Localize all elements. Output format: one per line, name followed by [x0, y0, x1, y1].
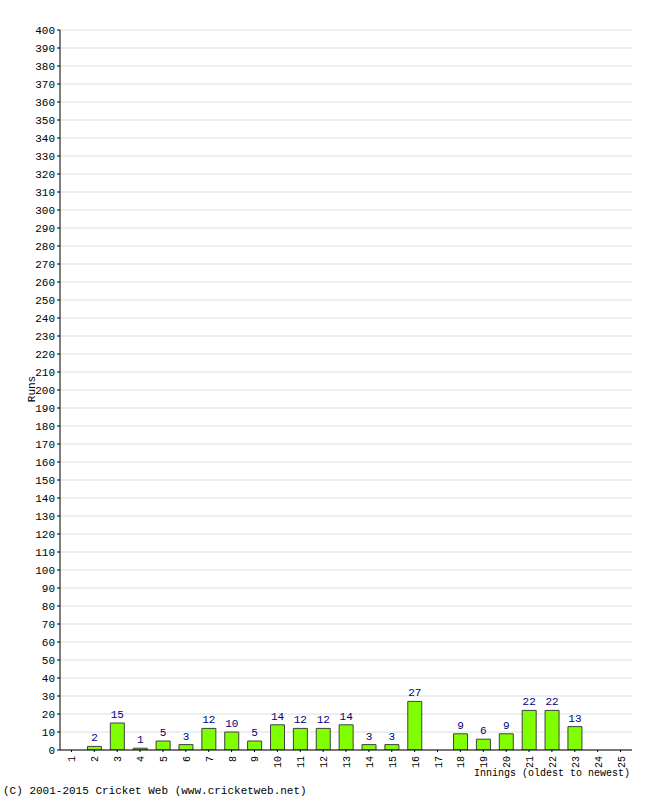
- svg-text:13: 13: [342, 756, 353, 768]
- svg-text:12: 12: [317, 714, 330, 726]
- svg-text:5: 5: [251, 727, 258, 739]
- svg-text:9: 9: [457, 720, 464, 732]
- svg-text:12: 12: [294, 714, 307, 726]
- svg-text:9: 9: [503, 720, 510, 732]
- svg-text:370: 370: [35, 79, 55, 91]
- svg-text:25: 25: [617, 756, 628, 768]
- svg-text:150: 150: [35, 475, 55, 487]
- svg-text:200: 200: [35, 385, 55, 397]
- svg-text:15: 15: [388, 756, 399, 768]
- svg-text:190: 190: [35, 403, 55, 415]
- svg-text:270: 270: [35, 259, 55, 271]
- svg-text:10: 10: [273, 756, 284, 768]
- svg-text:360: 360: [35, 97, 55, 109]
- svg-text:12: 12: [202, 714, 215, 726]
- svg-text:3: 3: [389, 731, 396, 743]
- svg-text:4: 4: [136, 756, 147, 762]
- svg-text:1: 1: [137, 734, 144, 746]
- svg-text:24: 24: [594, 756, 605, 768]
- svg-text:280: 280: [35, 241, 55, 253]
- svg-text:13: 13: [568, 713, 581, 725]
- svg-text:20: 20: [42, 709, 55, 721]
- svg-text:6: 6: [480, 725, 487, 737]
- svg-text:3: 3: [183, 731, 190, 743]
- svg-text:6: 6: [182, 756, 193, 762]
- svg-text:21: 21: [525, 756, 536, 768]
- svg-text:20: 20: [502, 756, 513, 768]
- svg-text:12: 12: [319, 756, 330, 768]
- svg-text:330: 330: [35, 151, 55, 163]
- svg-text:230: 230: [35, 331, 55, 343]
- svg-text:220: 220: [35, 349, 55, 361]
- svg-text:240: 240: [35, 313, 55, 325]
- svg-text:23: 23: [571, 756, 582, 768]
- html-text:Runs: Runs: [26, 375, 38, 403]
- svg-text:3: 3: [366, 731, 373, 743]
- svg-text:310: 310: [35, 187, 55, 199]
- svg-text:110: 110: [35, 547, 55, 559]
- svg-text:70: 70: [42, 619, 55, 631]
- svg-text:1: 1: [67, 756, 78, 762]
- svg-text:40: 40: [42, 673, 55, 685]
- svg-text:120: 120: [35, 529, 55, 541]
- svg-text:5: 5: [159, 756, 170, 762]
- svg-text:390: 390: [35, 43, 55, 55]
- svg-text:60: 60: [42, 637, 55, 649]
- svg-text:15: 15: [111, 709, 124, 721]
- svg-text:350: 350: [35, 115, 55, 127]
- svg-text:5: 5: [160, 727, 167, 739]
- svg-text:300: 300: [35, 205, 55, 217]
- svg-text:7: 7: [205, 756, 216, 762]
- svg-text:30: 30: [42, 691, 55, 703]
- svg-text:22: 22: [523, 696, 536, 708]
- svg-text:160: 160: [35, 457, 55, 469]
- svg-text:9: 9: [250, 756, 261, 762]
- html-text:(C) 2001-2015 Cricket Web (www: (C) 2001-2015 Cricket Web (www.cricketwe…: [3, 785, 307, 797]
- svg-text:18: 18: [456, 756, 467, 768]
- svg-text:10: 10: [42, 727, 55, 739]
- svg-text:380: 380: [35, 61, 55, 73]
- svg-text:22: 22: [545, 696, 558, 708]
- svg-text:14: 14: [271, 711, 285, 723]
- svg-text:0: 0: [48, 745, 55, 757]
- svg-text:260: 260: [35, 277, 55, 289]
- svg-text:16: 16: [411, 756, 422, 768]
- svg-text:90: 90: [42, 583, 55, 595]
- svg-text:50: 50: [42, 655, 55, 667]
- svg-text:250: 250: [35, 295, 55, 307]
- svg-text:400: 400: [35, 25, 55, 37]
- svg-text:180: 180: [35, 421, 55, 433]
- svg-text:8: 8: [228, 756, 239, 762]
- svg-text:27: 27: [408, 687, 421, 699]
- svg-text:290: 290: [35, 223, 55, 235]
- svg-text:2: 2: [91, 732, 98, 744]
- svg-text:130: 130: [35, 511, 55, 523]
- svg-text:11: 11: [296, 756, 307, 768]
- svg-text:3: 3: [113, 756, 124, 762]
- svg-text:22: 22: [548, 756, 559, 768]
- svg-text:140: 140: [35, 493, 55, 505]
- svg-text:340: 340: [35, 133, 55, 145]
- svg-text:17: 17: [434, 756, 445, 768]
- svg-text:320: 320: [35, 169, 55, 181]
- svg-text:210: 210: [35, 367, 55, 379]
- svg-text:19: 19: [479, 756, 490, 768]
- svg-text:170: 170: [35, 439, 55, 451]
- svg-text:80: 80: [42, 601, 55, 613]
- svg-text:2: 2: [90, 756, 101, 762]
- html-text:Innings (oldest to newest): Innings (oldest to newest): [474, 768, 630, 779]
- svg-text:14: 14: [365, 756, 376, 768]
- svg-text:10: 10: [225, 718, 238, 730]
- svg-text:14: 14: [340, 711, 354, 723]
- svg-text:100: 100: [35, 565, 55, 577]
